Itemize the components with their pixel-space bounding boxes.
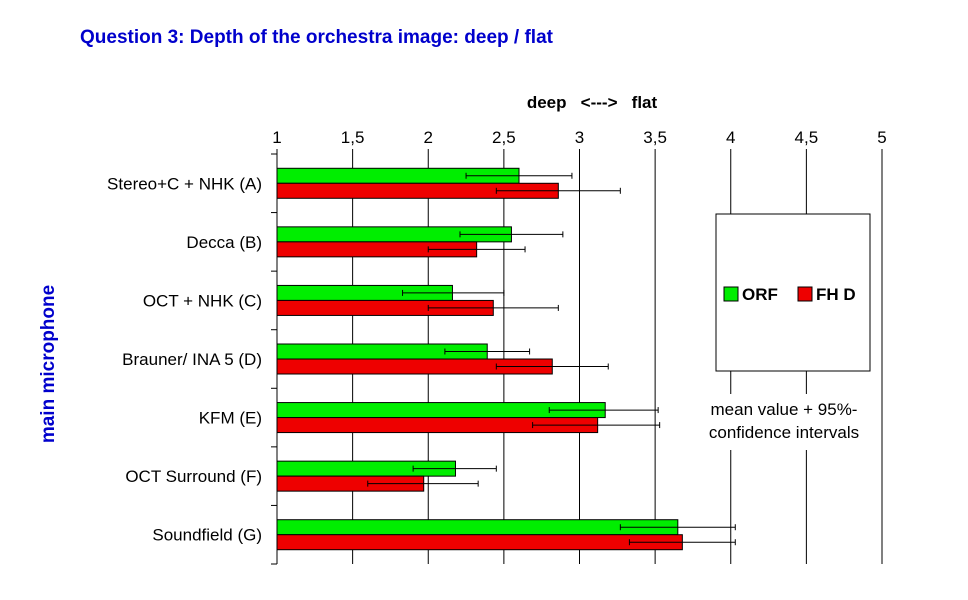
legend-swatch-fhd: [797, 286, 813, 302]
x-axis-label: deep <---> flat: [527, 93, 658, 112]
legend-label-orf: ORF: [742, 285, 778, 304]
x-tick-label: 4: [726, 128, 735, 147]
annotation-line-1: mean value + 95%-: [711, 400, 858, 419]
x-tick-label: 5: [877, 128, 886, 147]
x-tick-label: 1,5: [341, 128, 365, 147]
legend-label-fhd: FH D: [816, 285, 856, 304]
category-label: Decca (B): [186, 233, 262, 252]
x-tick-label: 4,5: [795, 128, 819, 147]
category-label: Brauner/ INA 5 (D): [122, 350, 262, 369]
legend-box: [715, 213, 871, 372]
x-tick-label: 3,5: [643, 128, 667, 147]
x-tick-label: 2,5: [492, 128, 516, 147]
bar-orf: [276, 519, 679, 536]
x-tick-label: 2: [424, 128, 433, 147]
category-label: OCT Surround (F): [125, 467, 262, 486]
annotation-line-2: confidence intervals: [709, 423, 859, 442]
chart-title: Question 3: Depth of the orchestra image…: [80, 27, 554, 48]
legend: ORF FH D: [715, 213, 871, 372]
legend-swatch-orf: [723, 286, 739, 302]
category-label: Stereo+C + NHK (A): [107, 174, 262, 193]
category-label: OCT + NHK (C): [143, 291, 262, 310]
annotation-backdrop: [690, 394, 880, 450]
y-axis-label: main microphone: [38, 285, 59, 443]
x-tick-label: 1: [272, 128, 281, 147]
x-tick-label: 3: [575, 128, 584, 147]
bar-fhd: [276, 534, 683, 551]
category-label: KFM (E): [199, 409, 262, 428]
category-label: Soundfield (G): [152, 526, 262, 545]
